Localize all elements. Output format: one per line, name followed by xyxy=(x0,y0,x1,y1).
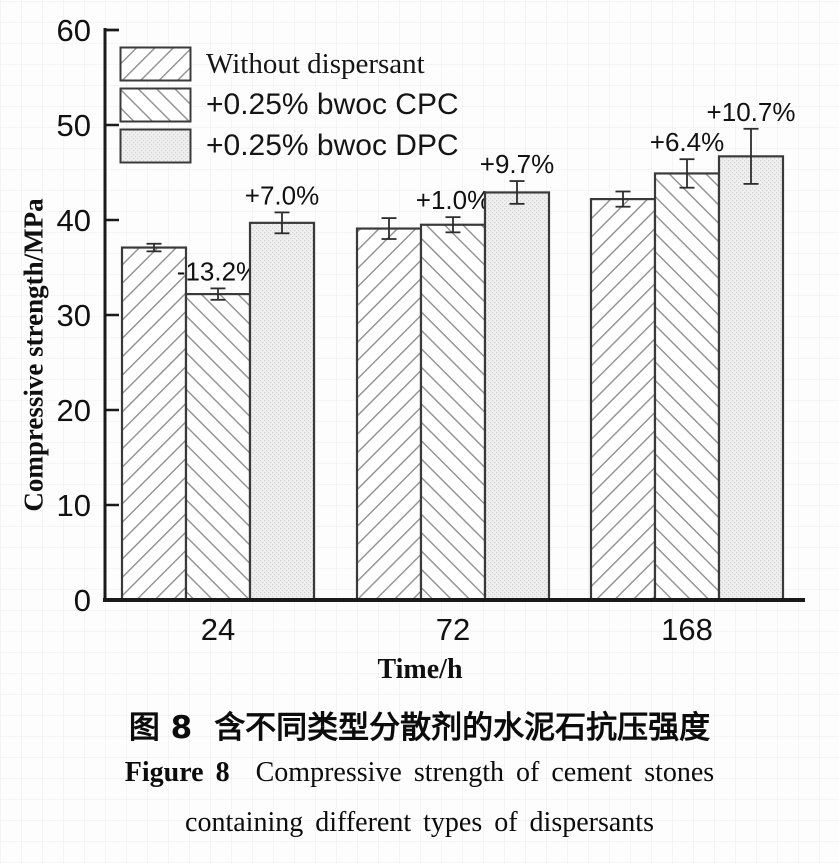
caption-english-line1: Figure 8 Compressive strength of cement s… xyxy=(0,757,839,789)
y-tick-label: 60 xyxy=(57,13,91,48)
caption-english-line2: containing different types of dispersant… xyxy=(185,807,654,838)
x-tick-label: 24 xyxy=(201,612,235,647)
bar-24h-series3 xyxy=(248,221,316,602)
y-tick-label: 10 xyxy=(57,488,91,523)
legend-swatch-dot-grid-icon xyxy=(119,128,192,164)
bar-annotation: +7.0% xyxy=(245,180,319,210)
bar-annotation: +10.7% xyxy=(707,97,796,127)
caption-zh-figure-number: 图 8 xyxy=(128,710,193,746)
legend-swatch-diagonal-forward-icon xyxy=(119,46,192,82)
bar-annotation: +6.4% xyxy=(650,127,724,157)
legend-item-cpc: +0.25% bwoc CPC xyxy=(119,86,459,124)
y-tick-label: 30 xyxy=(57,298,91,333)
bar-24h-series1 xyxy=(120,246,188,602)
caption-zh-text: 含不同类型分散剂的水泥石抗压强度 xyxy=(214,710,711,746)
caption-en-text: Compressive strength of cement stones xyxy=(255,757,715,788)
bar-72h-series3 xyxy=(483,191,551,602)
plot-area: 0 10 20 30 40 50 60 -13.2% +1.0% +6.4% +7.0% +9.7% +… xyxy=(57,13,805,647)
y-axis-title: Compressive strength/MPa xyxy=(18,198,49,512)
caption-chinese: 图 8 含不同类型分散剂的水泥石抗压强度 xyxy=(0,702,839,747)
bar-72h-series2 xyxy=(419,223,487,602)
legend-label: +0.25% bwoc DPC xyxy=(206,129,459,162)
bar-168h-series1 xyxy=(589,198,657,602)
legend: Without dispersant +0.25% bwoc CPC +0.25… xyxy=(119,45,459,165)
bar-24h-series2 xyxy=(184,293,252,602)
bar-chart: 0 10 20 30 40 50 60 -13.2% +1.0% +6.4% +7.0% +9.7% +… xyxy=(57,13,805,647)
legend-item-dpc: +0.25% bwoc DPC xyxy=(119,127,459,165)
y-tick-label: 0 xyxy=(74,583,91,618)
y-tick-label: 40 xyxy=(57,203,91,238)
caption-en-figure-number: Figure 8 xyxy=(124,757,230,788)
legend-label: +0.25% bwoc CPC xyxy=(206,88,459,121)
legend-item-without-dispersant: Without dispersant xyxy=(119,45,459,83)
x-tick-label: 72 xyxy=(436,612,470,647)
bar-annotation: +1.0% xyxy=(416,185,490,215)
bar-72h-series1 xyxy=(355,227,423,602)
legend-label: Without dispersant xyxy=(206,47,425,80)
x-axis-title: Time/h xyxy=(377,654,463,685)
y-tick-label: 20 xyxy=(57,393,91,428)
bar-annotation: +9.7% xyxy=(480,149,554,179)
bar-168h-series3 xyxy=(717,155,785,602)
x-tick-label: 168 xyxy=(661,612,713,647)
y-tick-label: 50 xyxy=(57,108,91,143)
bar-annotation: -13.2% xyxy=(177,256,259,286)
bar-168h-series2 xyxy=(653,172,721,602)
legend-swatch-diagonal-backward-icon xyxy=(119,87,192,123)
